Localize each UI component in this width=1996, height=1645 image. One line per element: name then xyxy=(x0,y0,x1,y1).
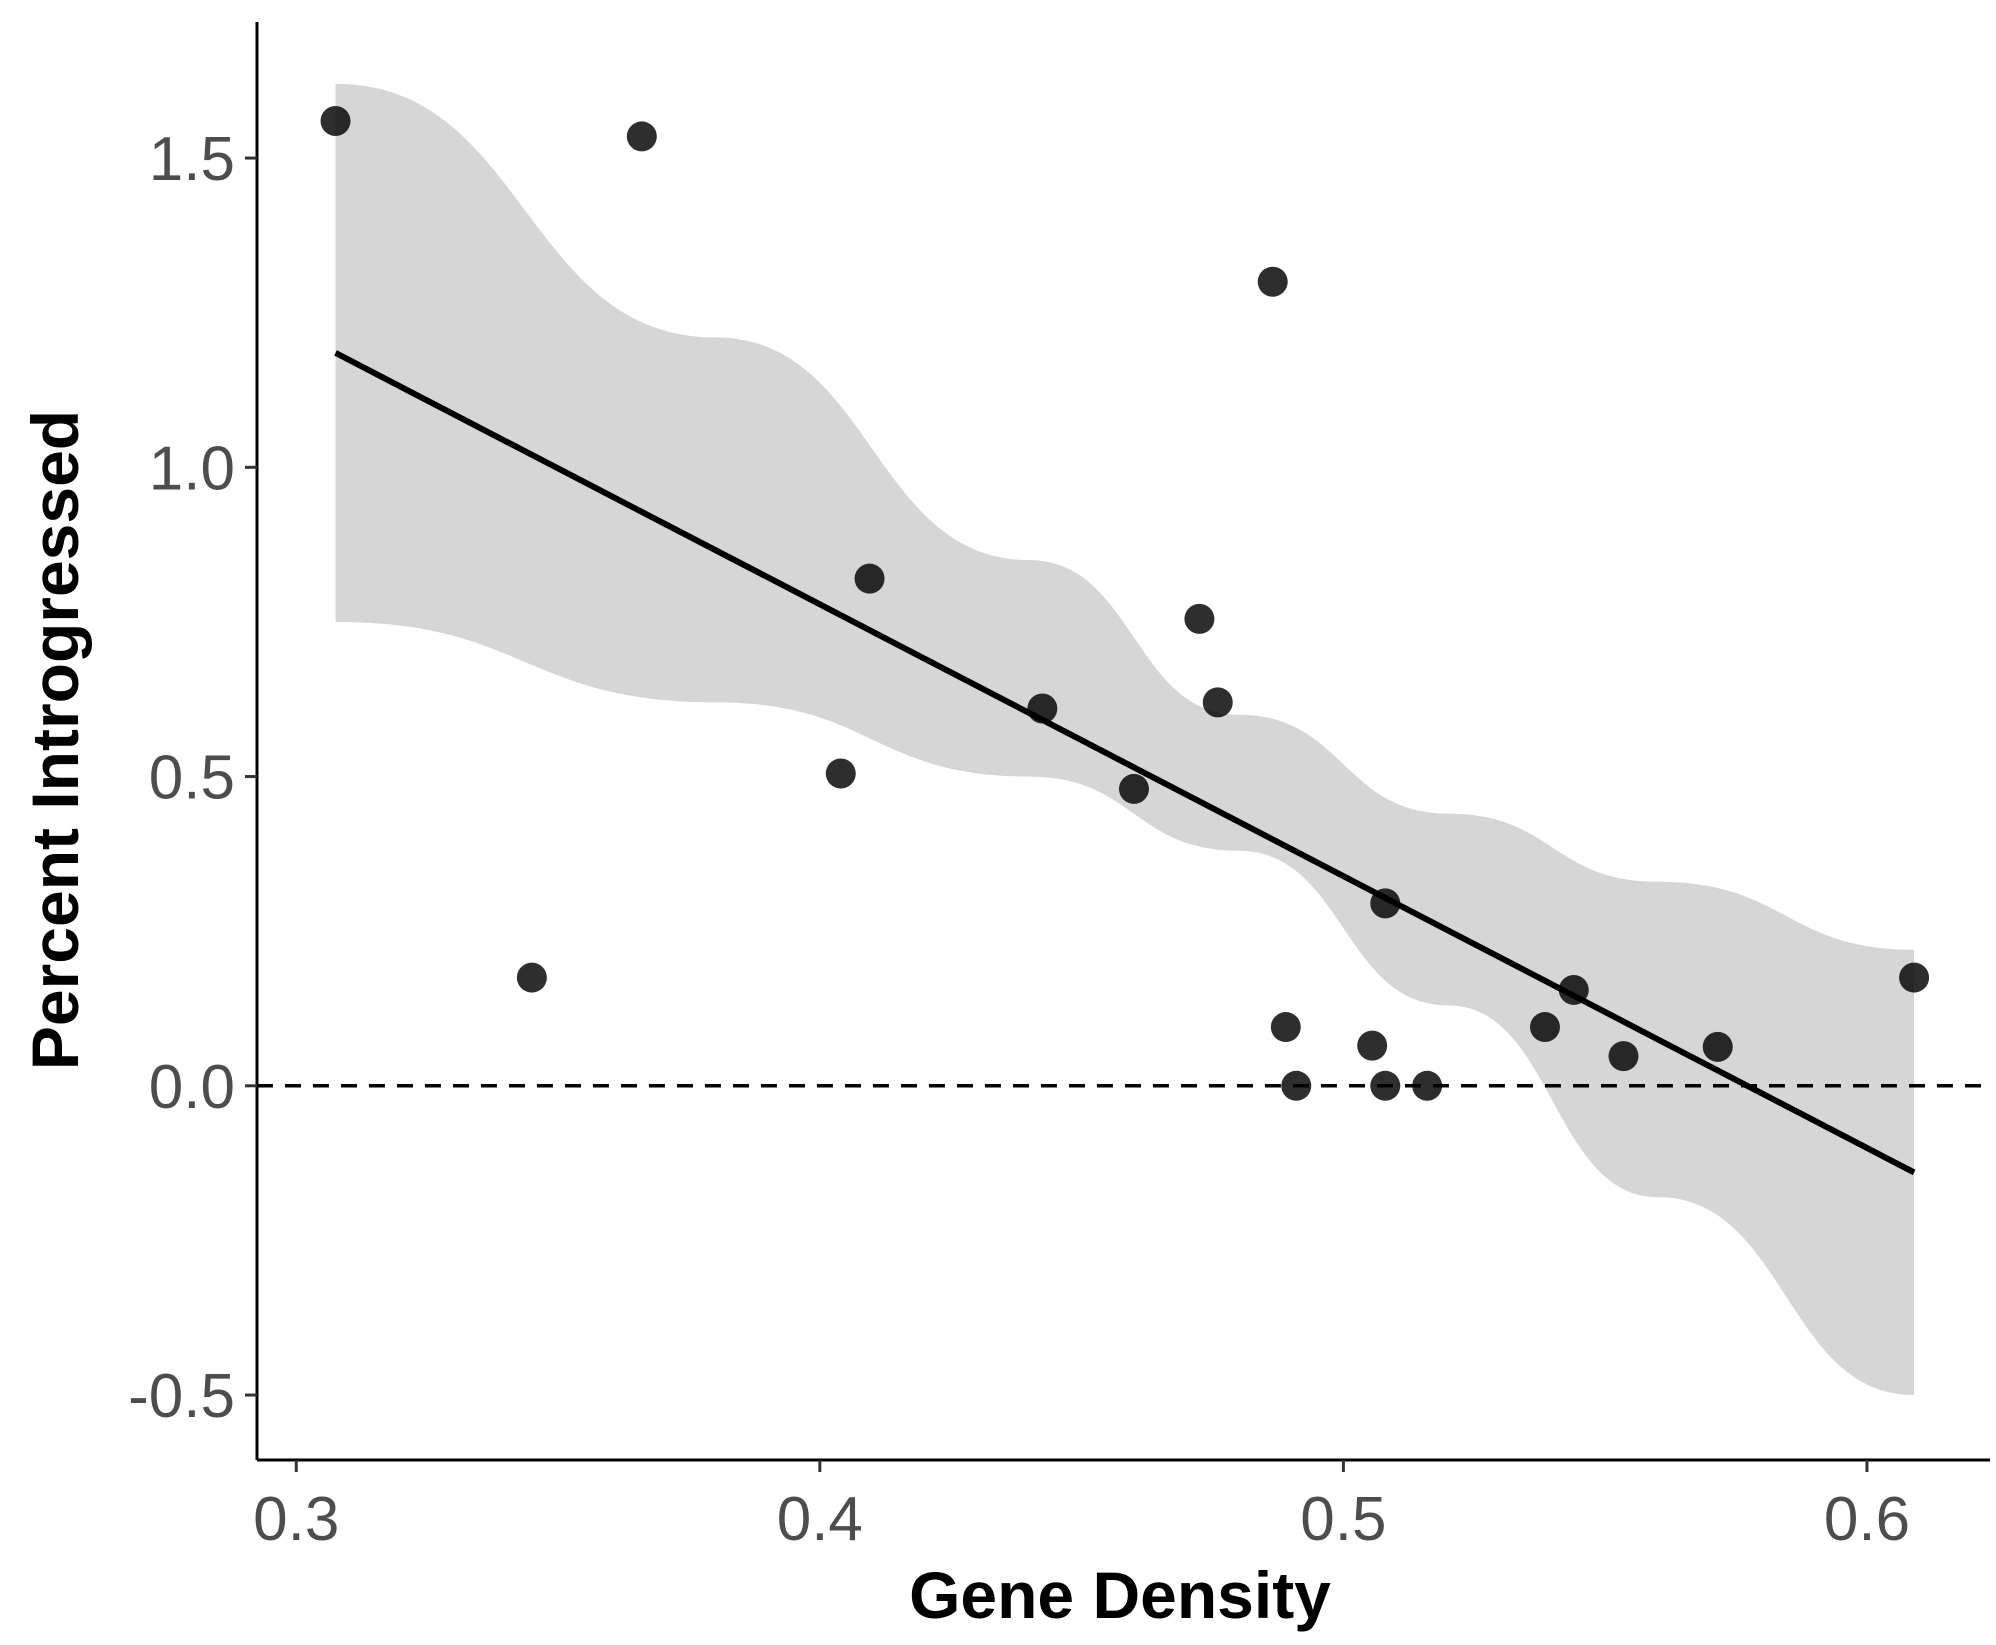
y-axis-title: Percent Introgressed xyxy=(18,410,92,1070)
data-point xyxy=(825,758,856,789)
y-tick-label: 1.5 xyxy=(149,125,235,194)
data-point xyxy=(1412,1070,1443,1101)
data-point xyxy=(1184,603,1215,634)
data-point xyxy=(516,962,547,993)
data-point xyxy=(1270,1012,1301,1043)
y-tick-label: 0.5 xyxy=(149,744,235,813)
data-point xyxy=(320,105,351,136)
data-point xyxy=(1202,687,1233,718)
data-point xyxy=(1529,1012,1560,1043)
data-point xyxy=(1608,1041,1639,1072)
y-tick-label: -0.5 xyxy=(128,1362,235,1431)
data-point xyxy=(1370,1070,1401,1101)
y-axis-ticks: -0.5 0.0 0.5 1.0 1.5 xyxy=(128,125,257,1431)
confidence-band-layer xyxy=(335,83,1915,1396)
x-tick-label: 0.3 xyxy=(253,1485,339,1554)
x-tick-label: 0.5 xyxy=(1300,1485,1386,1554)
data-point xyxy=(1281,1070,1312,1101)
data-point xyxy=(1357,1030,1388,1061)
x-tick-label: 0.6 xyxy=(1824,1485,1910,1554)
x-axis-ticks: 0.3 0.4 0.5 0.6 xyxy=(253,1460,1910,1554)
fit-line-layer xyxy=(334,350,1916,1176)
x-tick-label: 0.4 xyxy=(777,1485,863,1554)
regression-line xyxy=(334,350,1916,1176)
axes xyxy=(255,22,1990,1462)
data-point xyxy=(1257,266,1288,297)
data-point xyxy=(854,563,885,594)
data-point xyxy=(626,121,657,152)
confidence-band xyxy=(335,83,1915,1396)
data-point xyxy=(1118,773,1149,804)
data-point xyxy=(1702,1031,1733,1062)
y-tick-label: 0.0 xyxy=(149,1053,235,1122)
y-tick-label: 1.0 xyxy=(149,434,235,503)
data-points-layer xyxy=(320,105,1930,1101)
data-point xyxy=(1899,962,1930,993)
x-axis-title: Gene Density xyxy=(909,1558,1331,1632)
